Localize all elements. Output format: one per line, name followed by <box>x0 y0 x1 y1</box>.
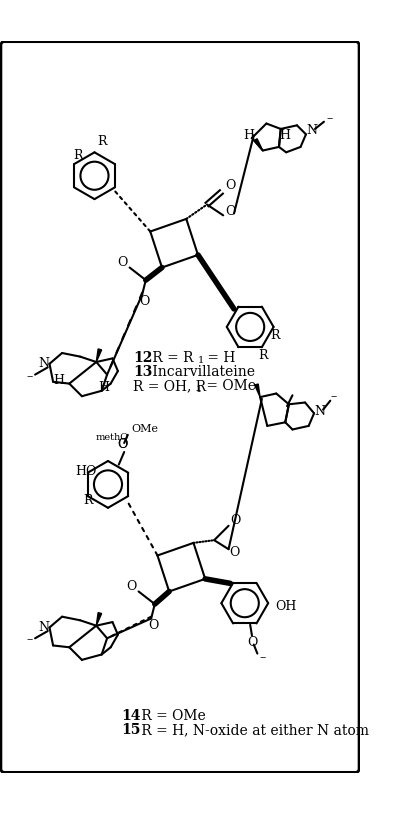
Text: N: N <box>314 405 325 418</box>
Text: R: R <box>74 150 83 163</box>
Text: methO: methO <box>96 433 129 442</box>
Text: OH: OH <box>275 600 297 613</box>
Text: O: O <box>225 205 236 218</box>
Text: O: O <box>139 295 149 309</box>
Text: R: R <box>84 494 93 507</box>
Text: R = H, N-oxide at either N atom: R = H, N-oxide at either N atom <box>137 723 369 737</box>
Text: OMe: OMe <box>131 423 158 434</box>
Text: –: – <box>26 370 33 383</box>
Text: = OMe: = OMe <box>202 379 256 393</box>
Text: R = R: R = R <box>148 351 194 365</box>
Text: H: H <box>98 381 109 394</box>
Text: H: H <box>53 374 64 387</box>
Text: –: – <box>331 391 337 404</box>
Text: R: R <box>97 135 106 148</box>
Text: O: O <box>247 637 257 650</box>
Text: O: O <box>229 546 239 559</box>
Text: R: R <box>271 330 280 343</box>
Polygon shape <box>255 384 260 397</box>
Text: –: – <box>26 633 33 646</box>
Text: O: O <box>225 179 236 192</box>
Text: R: R <box>258 349 268 362</box>
Text: 1: 1 <box>196 384 202 393</box>
Text: R = OMe: R = OMe <box>137 709 206 723</box>
Text: N: N <box>38 357 50 370</box>
Text: 14: 14 <box>122 709 141 723</box>
Text: = H: = H <box>203 351 236 365</box>
Polygon shape <box>254 138 263 151</box>
Text: N: N <box>38 621 50 634</box>
Text: Incarvillateine: Incarvillateine <box>148 365 256 379</box>
Text: N: N <box>306 125 317 138</box>
Text: R = OH, R: R = OH, R <box>133 379 206 393</box>
Text: O: O <box>117 438 128 451</box>
Text: O: O <box>126 580 136 593</box>
Text: H: H <box>279 129 290 142</box>
Text: O: O <box>230 514 241 527</box>
Text: O: O <box>117 256 128 269</box>
Text: –: – <box>260 650 266 663</box>
Polygon shape <box>96 349 102 362</box>
Text: –: – <box>326 112 332 125</box>
Text: 12: 12 <box>133 351 152 365</box>
Text: H: H <box>243 129 254 142</box>
Text: 15: 15 <box>122 723 141 737</box>
FancyBboxPatch shape <box>1 42 359 772</box>
Polygon shape <box>96 613 102 626</box>
Text: O: O <box>117 438 128 451</box>
Text: 1: 1 <box>198 356 204 365</box>
Text: 13: 13 <box>133 365 152 379</box>
Text: O: O <box>148 619 158 632</box>
Text: HO: HO <box>76 466 97 479</box>
